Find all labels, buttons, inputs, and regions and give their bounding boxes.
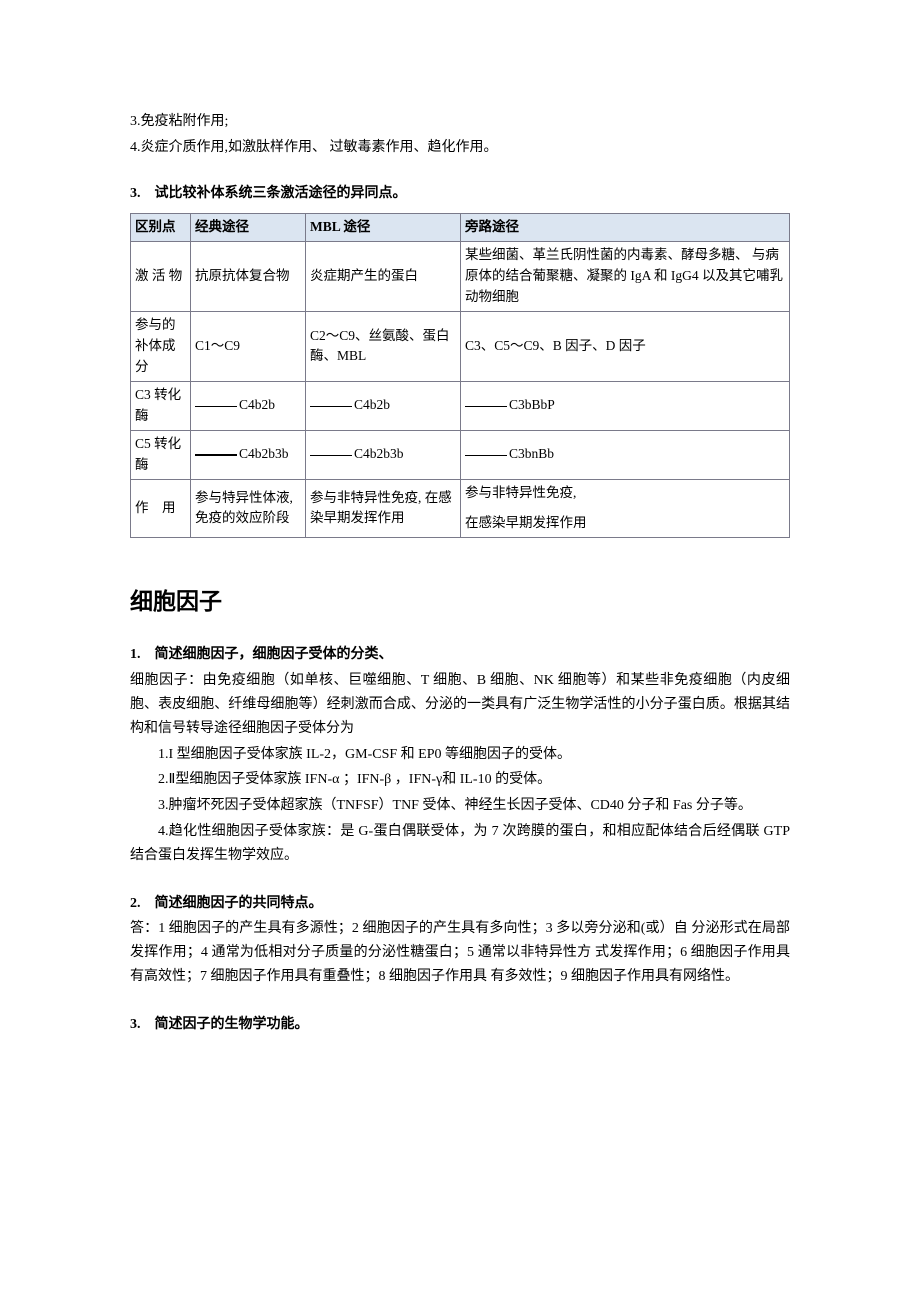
cell-c3-label: C3 转化酶 — [131, 381, 191, 430]
table-header-row: 区别点 经典途径 MBL 途径 旁路途径 — [131, 214, 790, 242]
formula-text: C4b2b — [354, 397, 390, 412]
cell: C3bBbP — [461, 381, 790, 430]
complement-pathway-table: 区别点 经典途径 MBL 途径 旁路途径 激 活 物 抗原抗体复合物 炎症期产生… — [130, 213, 790, 538]
intro-line-4: 4.炎症介质作用,如激肽样作用、 过敏毒素作用、趋化作用。 — [130, 136, 790, 160]
th-mbl: MBL 途径 — [306, 214, 461, 242]
cell-function-label: 作 用 — [131, 479, 191, 538]
q1-item-2: 2.Ⅱ型细胞因子受体家族 IFN-α ；IFN-β ，IFN-γ和 IL-10 … — [130, 768, 790, 792]
cell: C3bnBb — [461, 430, 790, 479]
cell: C1～C9 — [191, 312, 306, 382]
overline-icon — [465, 406, 507, 407]
overline-icon — [195, 406, 237, 407]
formula-text: C4b2b — [239, 397, 275, 412]
overline-icon — [310, 406, 352, 407]
overline-icon — [465, 455, 507, 456]
cell: C4b2b — [191, 381, 306, 430]
table-row: C3 转化酶 C4b2b C4b2b C3bBbP — [131, 381, 790, 430]
cell: C3、C5～C9、B 因子、D 因子 — [461, 312, 790, 382]
table-row: 作 用 参与特异性体液,免疫的效应阶段 参与非特异性免疫, 在感染早期发挥作用 … — [131, 479, 790, 538]
q3-heading: 3. 试比较补体系统三条激活途径的异同点。 — [130, 182, 790, 206]
cell: 参与非特异性免疫, 在感染早期发挥作用 — [306, 479, 461, 538]
cell: 某些细菌、革兰氏阴性菌的内毒素、酵母多糖、 与病原体的结合葡聚糖、凝聚的 IgA… — [461, 242, 790, 312]
table-row: C5 转化酶 C4b2b3b C4b2b3b C3bnBb — [131, 430, 790, 479]
cell-components-label: 参与的补体成分 — [131, 312, 191, 382]
cell: C4b2b3b — [306, 430, 461, 479]
formula-text: C3bBbP — [509, 397, 555, 412]
cell-activator-label: 激 活 物 — [131, 242, 191, 312]
q1-heading: 1. 简述细胞因子，细胞因子受体的分类、 — [130, 643, 790, 667]
q2-paragraph: 答：1 细胞因子的产生具有多源性；2 细胞因子的产生具有多向性；3 多以旁分泌和… — [130, 917, 790, 988]
th-alt: 旁路途径 — [461, 214, 790, 242]
cell: C2～C9、丝氨酸、蛋白酶、MBL — [306, 312, 461, 382]
q2-heading: 2. 简述细胞因子的共同特点。 — [130, 892, 790, 916]
cell: 参与特异性体液,免疫的效应阶段 — [191, 479, 306, 538]
th-classic: 经典途径 — [191, 214, 306, 242]
formula-text: C3bnBb — [509, 446, 554, 461]
intro-line-3: 3.免疫粘附作用; — [130, 110, 790, 134]
formula-text: C4b2b3b — [354, 446, 404, 461]
cell: C4b2b3b — [191, 430, 306, 479]
table-row: 参与的补体成分 C1～C9 C2～C9、丝氨酸、蛋白酶、MBL C3、C5～C9… — [131, 312, 790, 382]
cell-line-b: 在感染早期发挥作用 — [465, 513, 785, 534]
q1-item-1: 1.I 型细胞因子受体家族 IL-2，GM-CSF 和 EP0 等细胞因子的受体… — [130, 743, 790, 767]
cell: C4b2b — [306, 381, 461, 430]
cell-line-a: 参与非特异性免疫, — [465, 483, 785, 504]
q1-paragraph: 细胞因子：由免疫细胞（如单核、巨噬细胞、T 细胞、B 细胞、NK 细胞等）和某些… — [130, 669, 790, 740]
overline-icon — [310, 455, 352, 456]
cell-c5-label: C5 转化酶 — [131, 430, 191, 479]
q1-item-3: 3.肿瘤坏死因子受体超家族（TNFSF）TNF 受体、神经生长因子受体、CD40… — [130, 794, 790, 818]
cell: 抗原抗体复合物 — [191, 242, 306, 312]
cell: 炎症期产生的蛋白 — [306, 242, 461, 312]
overline-icon — [195, 454, 237, 456]
q3b-heading: 3. 简述因子的生物学功能。 — [130, 1013, 790, 1037]
formula-text: C4b2b3b — [239, 446, 289, 461]
cell: 参与非特异性免疫, 在感染早期发挥作用 — [461, 479, 790, 538]
section-title-cytokine: 细胞因子 — [130, 582, 790, 621]
q1-item-4: 4.趋化性细胞因子受体家族：是 G-蛋白偶联受体，为 7 次跨膜的蛋白，和相应配… — [130, 820, 790, 868]
table-row: 激 活 物 抗原抗体复合物 炎症期产生的蛋白 某些细菌、革兰氏阴性菌的内毒素、酵… — [131, 242, 790, 312]
th-diff: 区别点 — [131, 214, 191, 242]
